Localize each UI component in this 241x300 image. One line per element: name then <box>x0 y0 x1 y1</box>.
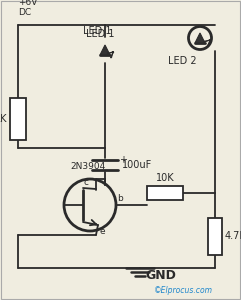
Bar <box>10 98 26 140</box>
Text: 2N3904: 2N3904 <box>70 162 106 171</box>
Text: LED 1: LED 1 <box>83 26 112 36</box>
Bar <box>208 218 222 255</box>
Text: ©Elprocus.com: ©Elprocus.com <box>154 286 213 295</box>
Text: c: c <box>83 178 88 187</box>
Text: LED 1: LED 1 <box>86 29 114 39</box>
Bar <box>147 186 183 200</box>
Text: 1K: 1K <box>0 114 7 124</box>
Text: GND: GND <box>145 269 176 282</box>
Text: +: + <box>119 155 127 165</box>
Text: +6V
DC: +6V DC <box>18 0 37 17</box>
Text: b: b <box>117 194 123 203</box>
Text: 100uF: 100uF <box>122 160 152 170</box>
Text: 4.7K: 4.7K <box>225 231 241 241</box>
Text: 10K: 10K <box>156 173 174 183</box>
Polygon shape <box>195 33 205 43</box>
Polygon shape <box>100 45 110 55</box>
Text: e: e <box>100 227 106 236</box>
Text: LED 2: LED 2 <box>168 56 197 66</box>
